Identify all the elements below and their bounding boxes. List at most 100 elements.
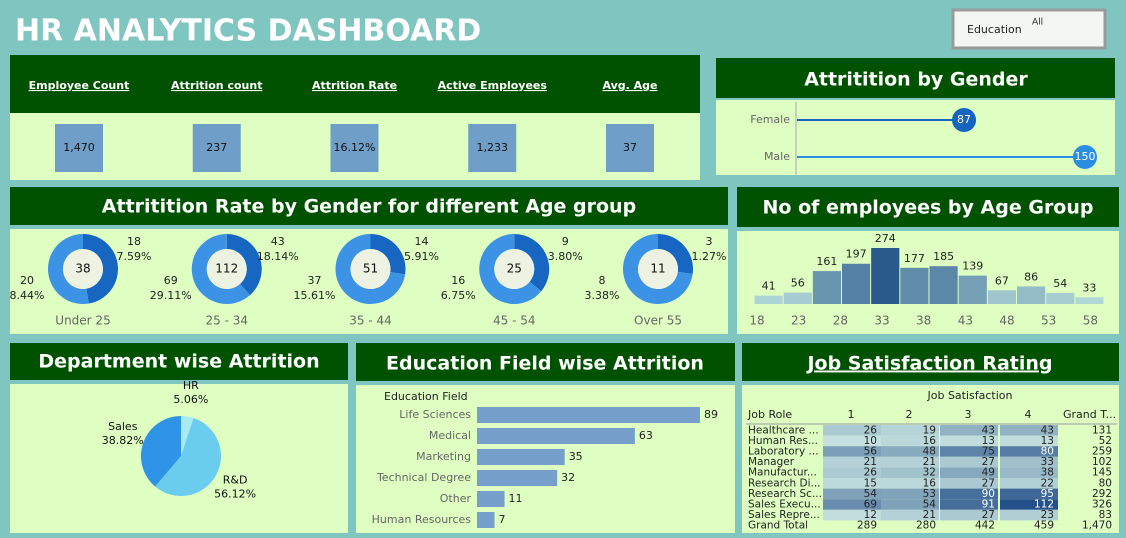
bar	[842, 263, 871, 304]
kpi-header	[10, 55, 700, 113]
heat-cell	[881, 435, 939, 447]
kpi-box	[606, 124, 654, 172]
cell-value: 15	[864, 477, 877, 489]
slice-name: R&D	[223, 473, 248, 486]
heat-cell	[881, 467, 939, 478]
bar	[871, 248, 900, 304]
age-header	[737, 187, 1119, 227]
cell-value: 1,470	[1082, 520, 1112, 532]
filter-box[interactable]	[951, 8, 1107, 50]
category-label: Female	[750, 113, 790, 126]
cell-value: 326	[1092, 499, 1112, 511]
share-label: 1.27%	[692, 250, 727, 263]
row-header: Job Role	[747, 408, 792, 421]
heat-cell	[940, 478, 998, 489]
bar	[477, 428, 635, 444]
cell-value: 131	[1092, 424, 1112, 436]
column-group: Job Satisfaction	[926, 389, 1012, 402]
axis-title: Education Field	[384, 390, 468, 403]
kpi-label: Employee Count	[29, 79, 130, 92]
bar	[477, 449, 565, 465]
kpi-label: Avg. Age	[602, 79, 657, 92]
cell-value: 43	[1041, 424, 1054, 436]
value-label: 32	[561, 471, 575, 484]
share-label: 29.11%	[150, 289, 192, 302]
donut-segment	[47, 234, 89, 304]
donut-hole	[206, 249, 247, 289]
slice-name: HR	[183, 379, 199, 392]
count-label: 9	[562, 235, 569, 248]
cell-value: 32	[923, 467, 936, 479]
cell-value: 12	[864, 509, 877, 521]
kpi-value: 1,233	[477, 141, 509, 154]
count-label: 16	[451, 274, 465, 287]
heat-cell	[823, 467, 881, 478]
heat-cell	[823, 499, 881, 510]
heat-cell	[1000, 499, 1058, 510]
heat-cell	[881, 488, 939, 500]
category-label: Life Sciences	[399, 408, 471, 421]
slice-name: Sales	[108, 420, 138, 433]
count-label: 14	[415, 235, 429, 248]
value-label: 63	[639, 429, 653, 442]
donut-segment	[83, 234, 118, 304]
row-label: Grand Total	[748, 520, 808, 532]
cell-value: 80	[1099, 477, 1112, 489]
panel-title: Job Satisfaction Rating	[805, 353, 1052, 375]
bar	[754, 295, 783, 304]
kpi-label: Active Employees	[438, 79, 548, 92]
share-label: 6.75%	[441, 289, 476, 302]
cell-value: 459	[1034, 520, 1054, 532]
filter-label: Education	[967, 23, 1022, 36]
bar	[1046, 292, 1075, 304]
cell-value: 27	[982, 456, 995, 468]
heat-cell	[881, 456, 939, 468]
heat-cell	[940, 488, 998, 500]
cell-value: 112	[1034, 499, 1054, 511]
panel-title: Department wise Attrition	[38, 351, 319, 373]
donut-segment	[623, 234, 693, 304]
value-label: 56	[791, 277, 805, 290]
cell-value: 80	[1041, 446, 1054, 458]
heat-cell	[823, 425, 881, 436]
bar	[812, 271, 841, 304]
value-label: 86	[1024, 270, 1038, 283]
panel-title: No of employees by Age Group	[763, 197, 1094, 219]
value-label: 185	[933, 250, 954, 263]
slice-value: 38.82%	[102, 434, 144, 447]
column-header: 3	[965, 408, 972, 421]
cell-value: 95	[1041, 488, 1054, 500]
category-label: 35 - 44	[349, 314, 392, 328]
heat-cell	[940, 446, 998, 457]
donut-segment	[226, 234, 262, 296]
heat-cell	[881, 478, 939, 489]
cell-value: 56	[864, 446, 878, 458]
heat-cell	[881, 509, 939, 521]
value-label: 177	[904, 252, 925, 265]
row-label: Human Res...	[748, 435, 818, 447]
row-label: Manager	[748, 456, 795, 468]
cell-value: 33	[1041, 456, 1054, 468]
dashboard-title: HR ANALYTICS DASHBOARD	[15, 14, 481, 49]
share-label: 3.80%	[548, 250, 583, 263]
total-label: 25	[507, 262, 522, 276]
cell-value: 13	[982, 435, 995, 447]
donut-hole	[350, 249, 391, 289]
cell-value: 75	[982, 446, 995, 458]
cell-value: 48	[923, 446, 936, 458]
cell-value: 38	[1041, 467, 1054, 479]
category-label: Technical Degree	[376, 471, 471, 484]
x-tick-label: 53	[1041, 314, 1056, 328]
kpi-label: Attrition count	[171, 79, 262, 92]
row-label: Sales Repre...	[748, 509, 820, 521]
heat-cell	[1000, 467, 1058, 478]
row-label: Sales Execu...	[748, 499, 821, 511]
filter-value[interactable]: All	[1032, 18, 1043, 28]
category-label: Human Resources	[372, 513, 472, 526]
heat-cell	[940, 467, 998, 478]
cell-value: 21	[864, 456, 877, 468]
heat-cell	[1000, 509, 1058, 521]
bar	[987, 290, 1016, 304]
cell-value: 19	[923, 424, 936, 436]
